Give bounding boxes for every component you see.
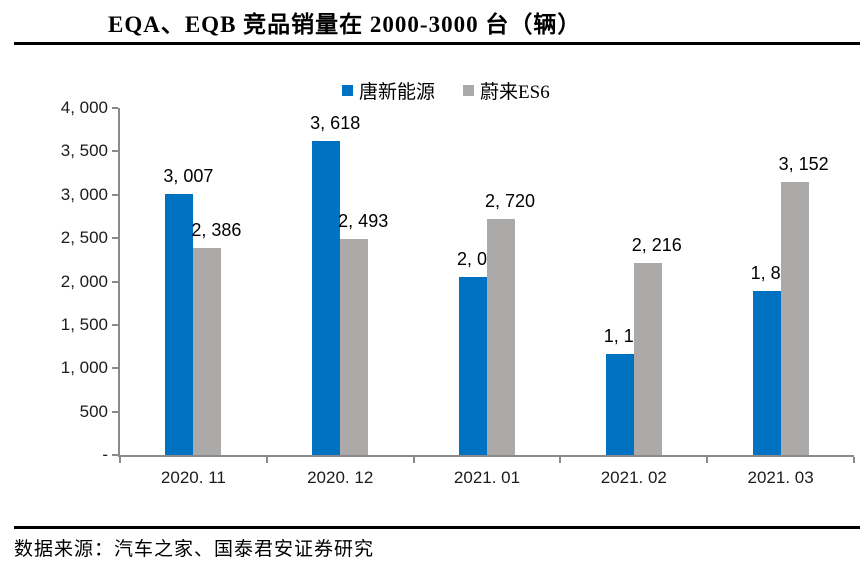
- bar-series2: [633, 263, 662, 455]
- legend-swatch-gray: [463, 85, 475, 96]
- x-axis-tick: [559, 457, 562, 463]
- bar-series2: [340, 239, 369, 455]
- x-axis-tick: [119, 457, 121, 463]
- y-axis-tick-label: 500: [79, 401, 108, 421]
- y-axis-tick-label: 3, 500: [60, 141, 108, 161]
- legend-swatch-blue: [342, 85, 353, 96]
- x-axis-category-label: 2021. 02: [600, 468, 667, 487]
- legend-item-series2: 蔚来ES6: [463, 77, 550, 104]
- bar-series2: [780, 182, 809, 455]
- x-axis-category-label: 2020. 12: [307, 468, 374, 487]
- x-axis-tick: [265, 457, 268, 463]
- y-axis-tick: [112, 454, 118, 456]
- bar-series1: [312, 141, 341, 455]
- x-axis-tick: [412, 457, 415, 463]
- y-axis-tick: [112, 410, 118, 413]
- bar-series1: [459, 277, 487, 455]
- bar-value-label: 3, 007: [163, 166, 214, 186]
- bar-value-label: 3, 152: [778, 154, 829, 174]
- chart-legend: 唐新能源 蔚来ES6: [342, 77, 550, 104]
- y-axis-tick-label: 2, 500: [60, 228, 108, 248]
- bar-series2: [487, 219, 515, 455]
- y-axis-tick-label: 4, 000: [60, 98, 108, 117]
- bar-series2: [193, 248, 222, 455]
- y-axis-tick: [112, 280, 118, 283]
- x-axis-category-label: 2021. 01: [453, 468, 521, 487]
- y-axis-tick-label: 2, 000: [60, 271, 108, 291]
- y-axis-tick: [112, 323, 118, 326]
- y-axis-tick-label: 3, 000: [60, 184, 108, 204]
- bar-series1: [752, 291, 781, 455]
- y-axis-tick: [112, 237, 118, 240]
- y-axis-tick: [112, 193, 118, 196]
- x-axis-category-label: 2020. 11: [160, 468, 226, 487]
- data-source-note: 数据来源：汽车之家、国泰君安证券研究: [14, 539, 375, 560]
- bar-value-label: 2, 386: [191, 220, 242, 240]
- y-axis-tick-label: 1, 000: [60, 358, 108, 378]
- x-axis-category-label: 2021. 03: [747, 468, 814, 487]
- y-axis-tick: [112, 367, 118, 370]
- bar-value-label: 3, 618: [310, 113, 361, 133]
- chart-title: EQA、EQB 竞品销量在 2000-3000 台（辆）: [108, 12, 582, 37]
- x-axis-line: [118, 455, 854, 457]
- bar-value-label: 2, 493: [338, 211, 389, 231]
- bar-value-label: 2, 216: [631, 235, 682, 255]
- title-rule: [14, 42, 860, 45]
- y-axis-line: [118, 108, 120, 457]
- bar-series1: [165, 194, 194, 455]
- legend-label-series1: 唐新能源: [359, 82, 436, 103]
- y-axis-tick: [112, 107, 118, 109]
- y-axis-tick-label: 1, 500: [60, 314, 108, 334]
- x-axis-tick: [853, 457, 855, 463]
- legend-item-series1: 唐新能源: [342, 77, 435, 104]
- y-axis-tick-label: -: [102, 445, 108, 464]
- legend-label-series2: 蔚来ES6: [480, 82, 550, 103]
- bar-series1: [605, 354, 634, 455]
- footer-rule: [14, 526, 860, 529]
- x-axis-tick: [706, 457, 709, 463]
- bar-value-label: 2, 720: [484, 191, 536, 211]
- y-axis-tick: [112, 150, 118, 153]
